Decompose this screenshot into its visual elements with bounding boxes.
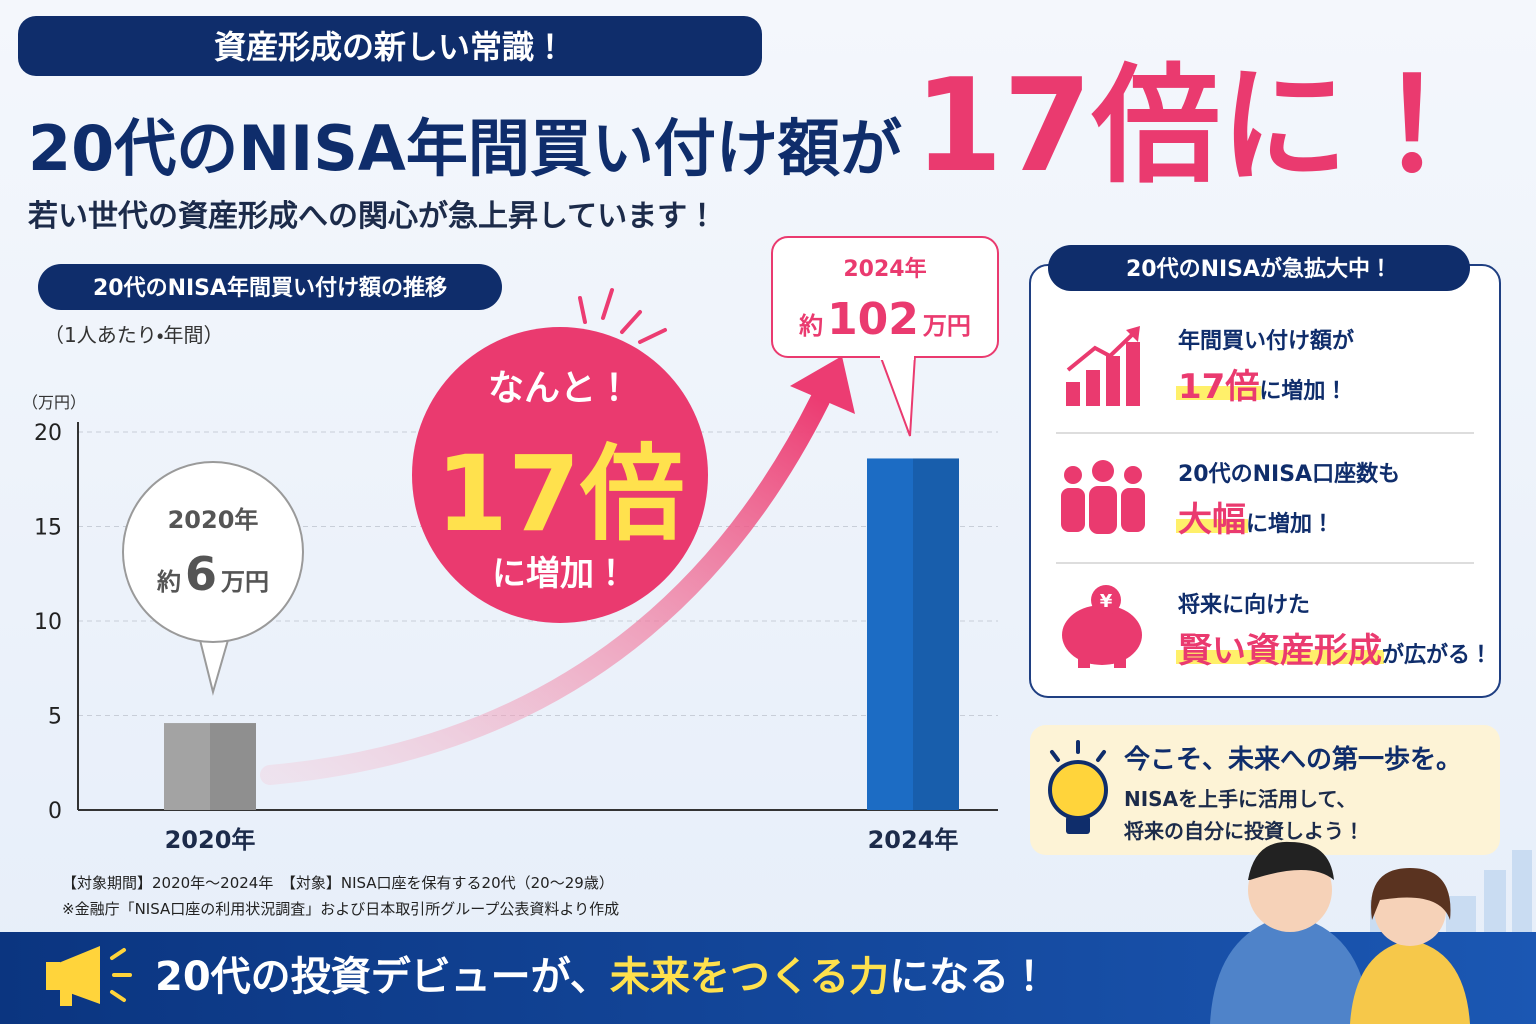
callout-unit: 万円 <box>221 568 269 596</box>
burst-big: 17倍 <box>436 433 685 555</box>
banner-text: 20代の投資デビューが、未来をつくる力になる！ <box>155 954 1049 1000</box>
badge-text: 資産形成の新しい常識！ <box>214 28 566 66</box>
y-tick-label: 5 <box>48 705 62 730</box>
bar <box>867 458 959 810</box>
y-tick-label: 20 <box>34 421 62 446</box>
panel-highlight: 賢い資産形成 <box>1178 631 1382 671</box>
headline-emphasis: 17倍に！ <box>914 52 1476 201</box>
panel-highlight: 大幅 <box>1178 500 1246 540</box>
tip-title: 今こそ、未来への第一歩を。 <box>1124 744 1462 775</box>
callout-prefix: 約 <box>156 568 181 596</box>
headline: 20代のNISA年間買い付け額が17倍に！ <box>28 52 1476 201</box>
panel-item-line: 大幅に増加！ <box>1178 500 1334 540</box>
bar <box>164 723 256 810</box>
icon-people <box>1061 460 1145 534</box>
burst-circle <box>412 327 708 623</box>
growth-arrow <box>260 390 830 785</box>
callout-year: 2024年 <box>843 256 926 282</box>
footnote: 【対象期間】2020年～2024年 【対象】NISA口座を保有する20代（20～… <box>62 874 614 892</box>
panel-items: 年間買い付け額が17倍に増加！20代のNISA口座数も大幅に増加！将来に向けた賢… <box>1176 328 1492 671</box>
y-axis-unit: （万円） <box>22 393 86 412</box>
highlight-marker <box>1176 386 1262 400</box>
callout-number: 102 <box>827 294 919 345</box>
panel-highlight: 17倍 <box>1178 367 1259 407</box>
callout-year: 2020年 <box>168 506 259 534</box>
callout-amount: 約6 万円 <box>156 547 269 601</box>
banner-text2: になる！ <box>889 954 1049 1000</box>
bar-shade <box>913 458 959 810</box>
panel-item-line: 将来に向けた <box>1178 592 1310 618</box>
y-tick-label: 0 <box>48 799 62 824</box>
x-tick-label: 2020年 <box>165 826 256 854</box>
highlight-marker <box>1176 650 1384 664</box>
tip-line: NISAを上手に活用して、 <box>1124 787 1356 811</box>
footnote: ※金融庁「NISA口座の利用状況調査」および日本取引所グループ公表資料より作成 <box>62 900 619 918</box>
panel-rest: に増加！ <box>1259 378 1347 404</box>
chart-title-pill <box>38 264 502 310</box>
highlight-marker <box>1176 519 1248 533</box>
headline-text: 20代のNISA年間買い付け額が <box>28 112 902 185</box>
subheadline: 若い世代の資産形成への関心が急上昇しています！ <box>28 199 717 234</box>
chart-area: 0 5 10 15 20 2020年 2024年 <box>34 421 998 854</box>
panel-title-pill <box>1048 245 1470 291</box>
icon-bulb <box>1048 740 1108 834</box>
arrow-head <box>790 356 855 414</box>
panel-item-line: 年間買い付け額が <box>1178 328 1354 354</box>
people-illustration <box>1210 841 1470 1024</box>
badge <box>18 16 762 76</box>
chart-title: 20代のNISA年間買い付け額の推移 <box>93 275 447 301</box>
icon-growth <box>1066 326 1140 406</box>
tail-join <box>880 352 914 360</box>
y-tick-label: 10 <box>34 610 62 635</box>
bar-shade <box>210 723 256 810</box>
tip-line: 将来の自分に投資しよう！ <box>1124 819 1364 843</box>
tip-box <box>1030 725 1500 855</box>
callout-amount: 約102 万円 <box>798 294 971 345</box>
y-tick-label: 15 <box>34 516 62 541</box>
svg-text:¥: ¥ <box>1100 591 1113 612</box>
chart-subtitle: （1人あたり・年間） <box>44 323 224 347</box>
callout-prefix: 約 <box>798 312 823 340</box>
burst-lines <box>578 288 667 344</box>
panel-item-line: 20代のNISA口座数も <box>1178 461 1400 487</box>
panel-item-line: 17倍に増加！ <box>1178 367 1347 407</box>
panel-title: 20代のNISAが急拡大中！ <box>1126 256 1392 282</box>
icon-piggy: ¥ <box>1062 585 1142 668</box>
callout-number: 6 <box>185 547 217 601</box>
icon-megaphone <box>46 946 132 1006</box>
callout-unit: 万円 <box>923 312 971 340</box>
banner-highlight: 未来をつくる力 <box>610 954 889 1000</box>
panel-rest: に増加！ <box>1246 511 1334 537</box>
callout-start <box>122 461 304 643</box>
banner-text1: 20代の投資デビューが、 <box>155 954 610 1000</box>
burst-line3: に増加！ <box>492 554 628 594</box>
panel-item-line: 賢い資産形成が広がる！ <box>1178 631 1492 671</box>
burst-line1: なんと！ <box>488 368 632 409</box>
panel-rest: が広がる！ <box>1382 642 1492 668</box>
x-tick-label: 2024年 <box>868 826 959 854</box>
